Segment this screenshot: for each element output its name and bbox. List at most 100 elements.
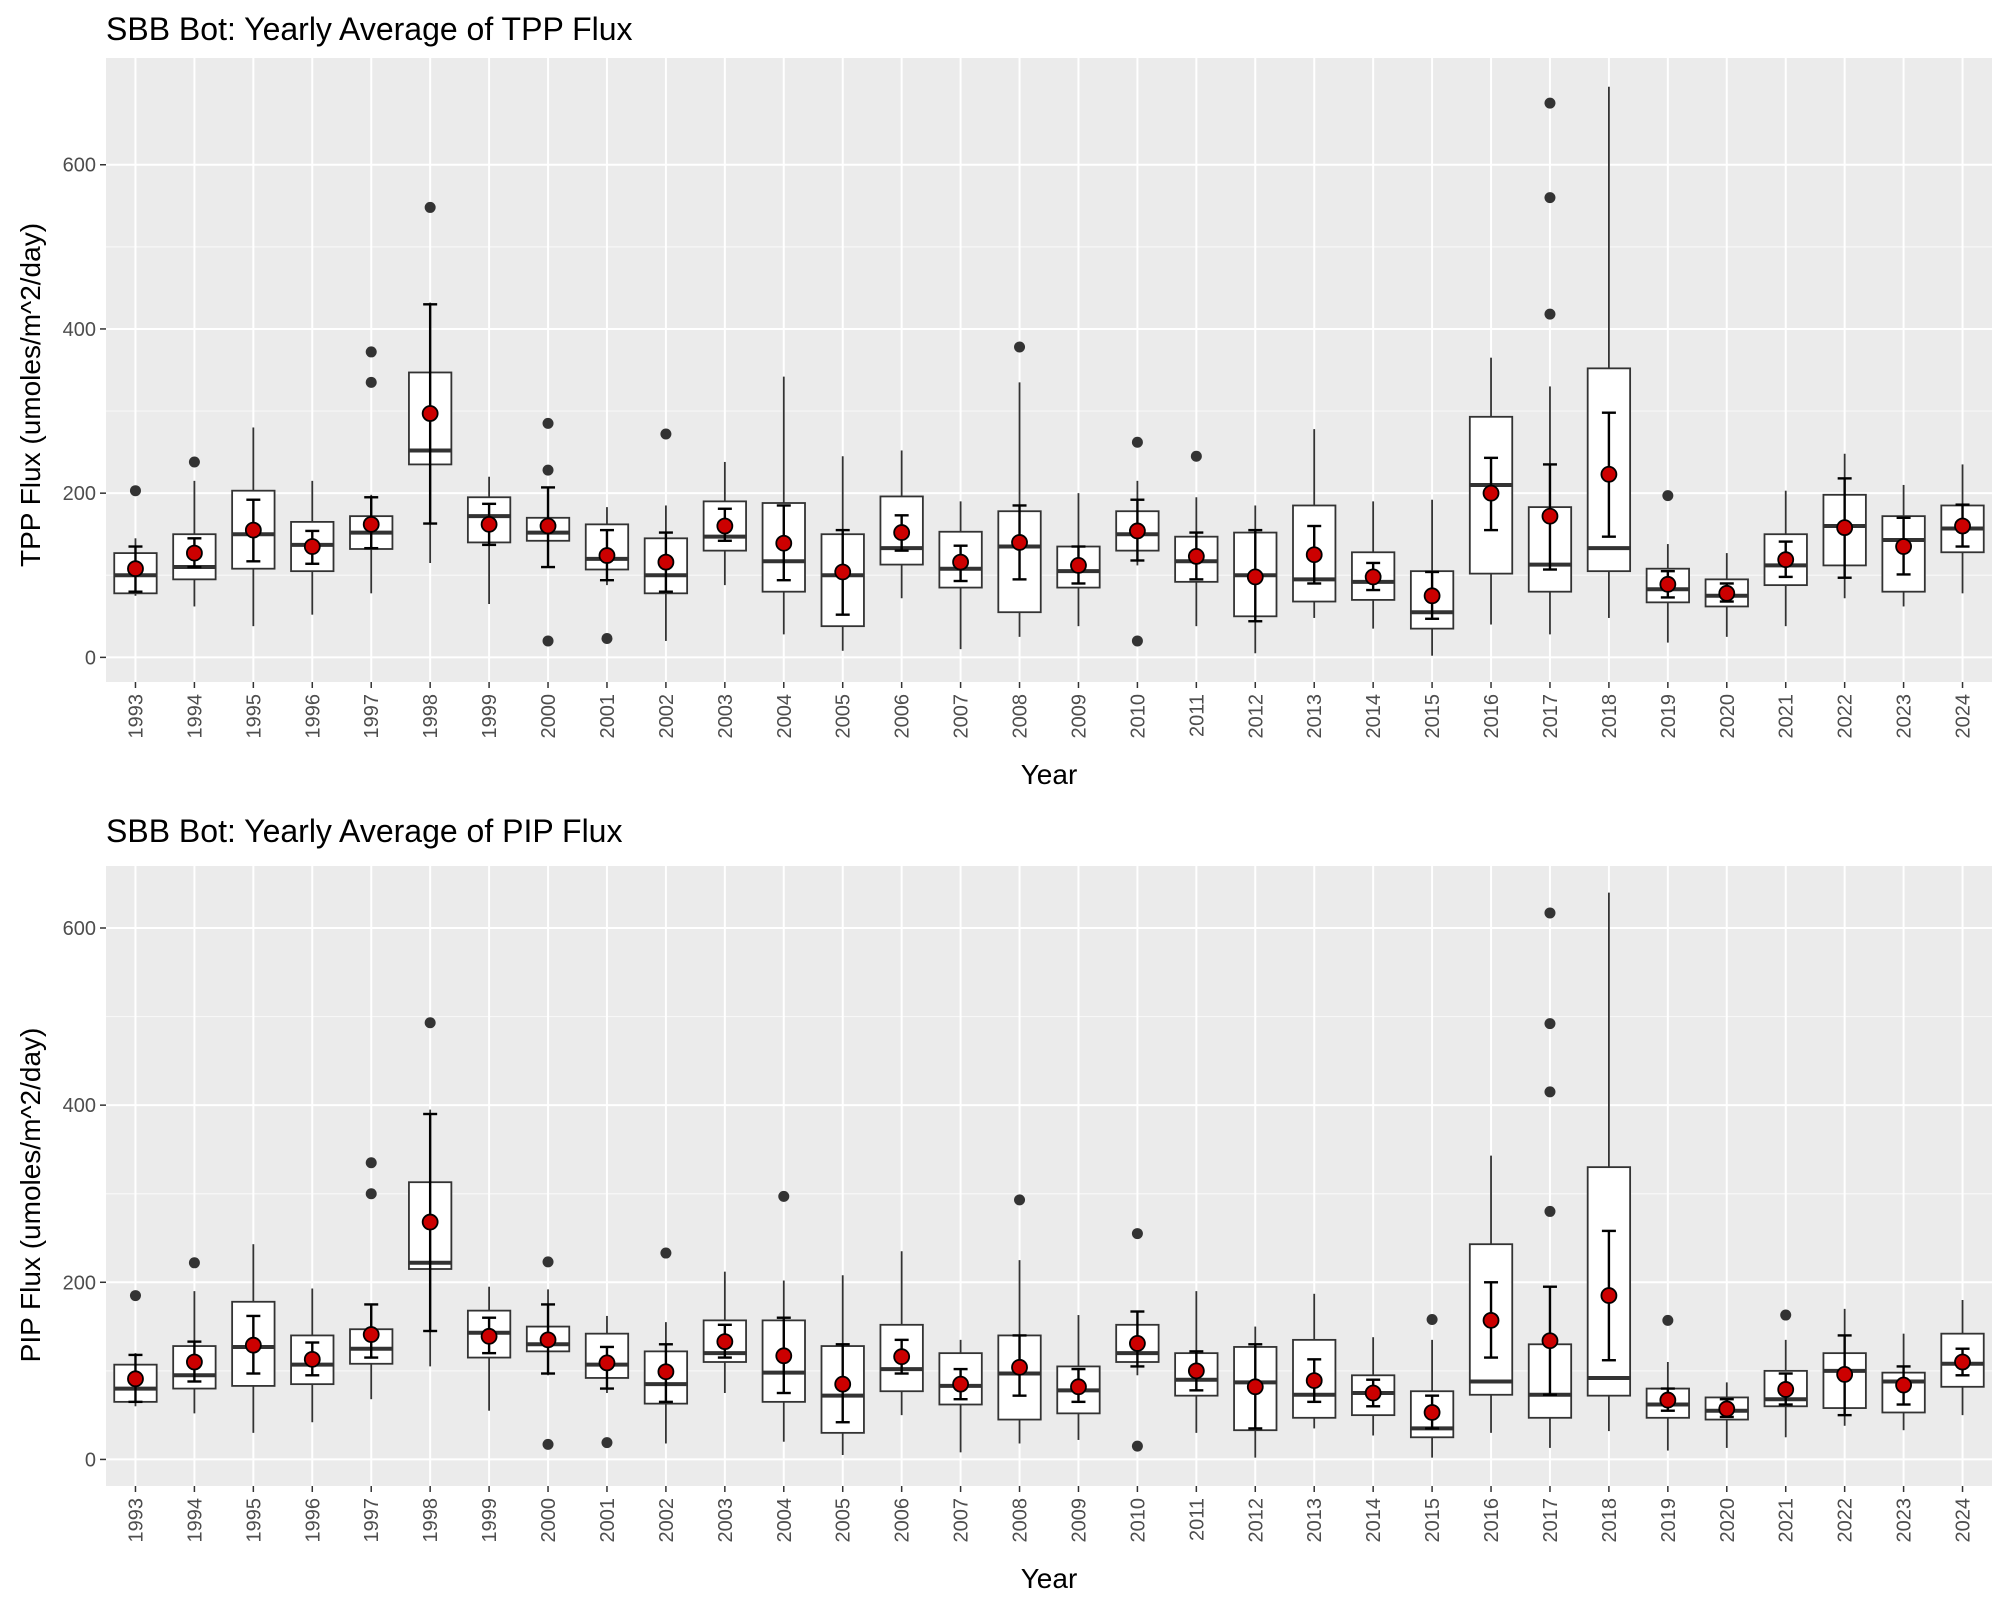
x-tick-label: 2016 xyxy=(1481,1498,1503,1543)
outlier-point xyxy=(365,1157,377,1169)
mean-point xyxy=(480,515,498,533)
outlier-point xyxy=(1544,907,1556,919)
x-tick-label: 2004 xyxy=(774,1498,796,1543)
y-tick-label: 400 xyxy=(63,319,96,341)
mean-point xyxy=(1011,1358,1028,1376)
outlier-point xyxy=(542,1256,554,1268)
mean-point xyxy=(480,1327,498,1345)
outlier-point xyxy=(1544,192,1556,204)
x-tick-label: 2010 xyxy=(1127,694,1149,739)
y-axis-title: TPP Flux (umoles/m^2/day) xyxy=(15,223,46,567)
mean-point xyxy=(1718,1400,1736,1418)
y-tick-label: 200 xyxy=(63,1272,96,1294)
tpp-flux-panel: SBB Bot: Yearly Average of TPP Flux 0 200… xyxy=(15,11,1992,790)
outlier-point xyxy=(542,635,554,647)
x-tick-label: 2012 xyxy=(1245,694,1267,739)
outlier-point xyxy=(424,1017,436,1029)
y-tick-label: 600 xyxy=(63,918,96,940)
mean-point xyxy=(1836,1366,1854,1383)
x-tick-label: 2003 xyxy=(715,694,737,739)
x-tick-label: 1997 xyxy=(361,694,383,739)
mean-point xyxy=(1187,547,1205,565)
x-tick-label: 1994 xyxy=(184,694,206,739)
x-tick-label: 2009 xyxy=(1068,694,1090,739)
mean-point xyxy=(1659,575,1677,593)
x-tick-label: 2018 xyxy=(1599,694,1621,739)
x-tick-label: 2017 xyxy=(1540,1498,1562,1543)
outlier-point xyxy=(778,1190,790,1202)
mean-point xyxy=(1070,557,1087,574)
x-tick-label: 2002 xyxy=(656,694,678,739)
x-tick-label: 2008 xyxy=(1010,694,1032,739)
mean-point xyxy=(1718,584,1736,602)
x-tick-label: 1996 xyxy=(302,1498,324,1543)
x-tick-label: 2011 xyxy=(1186,1498,1208,1541)
outlier-point xyxy=(1014,341,1026,353)
x-tick-label: 2008 xyxy=(1010,1498,1032,1543)
y-tick-label: 0 xyxy=(85,1449,96,1471)
x-tick-label: 1998 xyxy=(420,694,442,739)
x-tick-label: 2021 xyxy=(1776,694,1798,739)
mean-point xyxy=(598,547,616,564)
mean-point xyxy=(1482,484,1500,502)
mean-point xyxy=(1895,538,1912,555)
mean-point xyxy=(244,521,262,539)
y-tick-label: 200 xyxy=(63,483,96,505)
x-tick-label: 2013 xyxy=(1304,1498,1326,1543)
mean-point xyxy=(1305,1372,1323,1389)
outlier-point xyxy=(188,456,200,468)
outlier-point xyxy=(129,485,141,497)
x-tick-label: 2007 xyxy=(951,694,973,739)
mean-point xyxy=(421,405,439,422)
mean-point xyxy=(1600,1287,1618,1304)
x-tick-label: 2022 xyxy=(1835,1498,1857,1543)
chart-title: SBB Bot: Yearly Average of TPP Flux xyxy=(106,11,633,47)
mean-point xyxy=(952,553,969,571)
x-tick-label: 2006 xyxy=(892,1498,914,1543)
plot-area: 0 200 400 600 1993 1994 1995 1996 1997 1998 1999 20… xyxy=(63,866,1992,1543)
outlier-point xyxy=(1544,308,1556,320)
y-tick-label: 400 xyxy=(63,1095,96,1117)
mean-point xyxy=(362,515,380,533)
x-tick-label: 1994 xyxy=(184,1498,206,1543)
x-tick-label: 2024 xyxy=(1953,694,1975,739)
x-tick-label: 1995 xyxy=(243,694,265,739)
mean-point xyxy=(421,1213,439,1231)
mean-point xyxy=(598,1354,616,1372)
x-tick-label: 2001 xyxy=(597,1498,619,1543)
x-tick-label: 2022 xyxy=(1835,694,1857,739)
outlier-point xyxy=(1662,1314,1674,1326)
mean-point xyxy=(1129,522,1146,540)
outlier-point xyxy=(1662,490,1674,502)
outlier-point xyxy=(1190,450,1202,462)
outlier-point xyxy=(424,201,436,213)
mean-point xyxy=(539,517,557,535)
y-tick-label: 0 xyxy=(85,647,96,669)
outlier-point xyxy=(188,1257,200,1269)
x-tick-label: 2021 xyxy=(1776,1498,1798,1543)
x-tick-label: 2005 xyxy=(833,694,855,739)
mean-point xyxy=(1659,1391,1677,1409)
x-tick-label: 2016 xyxy=(1481,694,1503,739)
mean-point xyxy=(952,1375,969,1393)
y-tick-label: 600 xyxy=(63,155,96,177)
mean-point xyxy=(1541,1332,1559,1350)
x-tick-label: 1995 xyxy=(243,1498,265,1543)
x-tick-label: 2012 xyxy=(1245,1498,1267,1543)
mean-point xyxy=(1246,568,1264,586)
outlier-point xyxy=(129,1290,141,1302)
outlier-point xyxy=(1426,1313,1438,1325)
x-tick-label: 1997 xyxy=(361,1498,383,1543)
outlier-point xyxy=(1780,1309,1792,1321)
mean-point xyxy=(657,1363,675,1381)
x-tick-label: 2024 xyxy=(1953,1498,1975,1543)
x-tick-label: 1993 xyxy=(125,1498,147,1543)
mean-point xyxy=(1954,517,1971,535)
mean-point xyxy=(362,1326,380,1343)
mean-point xyxy=(716,517,734,535)
x-tick-label: 2020 xyxy=(1717,694,1739,739)
outlier-point xyxy=(1131,436,1143,448)
mean-point xyxy=(657,553,675,571)
outlier-point xyxy=(1544,1086,1556,1098)
mean-point xyxy=(775,1347,793,1365)
